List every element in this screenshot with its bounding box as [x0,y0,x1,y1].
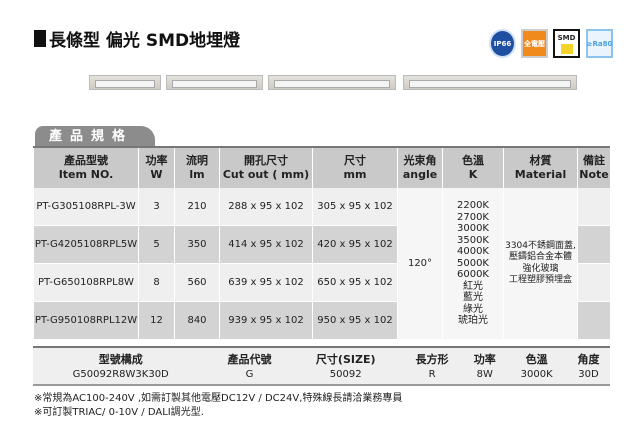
product-image-3w [89,75,161,90]
color-temp-cell: 2200K 2700K 3000K 3500K 4000K 5000K 6000K 紅光 藍光綠… [442,188,504,340]
code-value: G50092R8W3K30D [72,369,169,380]
lumen-cell: 560 [174,263,220,302]
lumen-cell: 840 [174,301,220,340]
code-header: 尺寸(SIZE) [315,353,376,366]
spec-header-row: 產品型號 Item NO. 功率 W 流明 lm 開孔尺寸 Cut out ( mm) … [33,146,610,188]
size-cell: 950 x 95 x 102 [312,301,398,340]
cutout-cell: 639 x 95 x 102 [219,263,313,302]
code-value: 8W [476,369,493,380]
size-cell: 650 x 95 x 102 [312,263,398,302]
color-temp-option: 紅光 [463,280,483,292]
header-color-temp: 色溫 K [442,146,504,188]
table-row: PT-G950108RPL12W 12 840 939 x 95 x 102 950 x… [33,301,610,340]
ip66-icon: IP66 [489,29,516,58]
product-image-12w [403,75,577,90]
note-cell [577,301,610,340]
header-angle: 光束角 angle [397,146,443,188]
ra80-icon: ≥Ra80 [586,29,613,58]
spec-table: 產品型號 Item NO. 功率 W 流明 lm 開孔尺寸 Cut out ( mm) … [33,146,610,340]
angle-cell: 120° [397,188,443,340]
size-cell: 305 x 95 x 102 [312,188,398,226]
color-temp-option: 綠光 [463,303,483,315]
note-dimming: ※可訂製TRIAC/ 0-10V / DALI調光型. [34,407,204,418]
material-line: 壓鑄鋁合金本體 [508,252,572,262]
code-value: 50092 [329,369,362,380]
header-note: 備註 Note [577,146,610,188]
header-item: 產品型號 Item NO. [33,146,139,188]
code-value: R [428,369,436,380]
material-line: 3304不銹鋼面蓋, [505,240,576,251]
color-temp-option: 2700K [456,211,489,223]
code-value: 30D [578,369,599,380]
code-header: 型號構成 [98,353,143,366]
note-cell [577,263,610,302]
color-temp-option: 4000K [456,246,489,258]
note-cell [577,188,610,226]
color-temp-option: 琥珀光 [458,315,488,327]
note-cell [577,225,610,264]
table-row: PT-G305108RPL-3W 3 210 288 x 95 x 102 305 x … [33,188,610,340]
material-line: 工程塑膠預埋盒 [508,275,572,285]
color-temp-option: 3500K [456,234,489,246]
cutout-cell: 939 x 95 x 102 [219,301,313,340]
header-lumen: 流明 lm [174,146,220,188]
code-value-row: G50092R8W3K30D G 50092 R 8W 3000K 30D [33,368,610,385]
page-title: 長條型 偏光 SMD地埋燈 [34,26,240,51]
code-header: 功率 [473,353,496,366]
code-header: 角度 [577,353,600,366]
size-cell: 420 x 95 x 102 [312,225,398,264]
full-voltage-icon: 全電壓 [521,29,548,58]
header-size: 尺寸 mm [312,146,398,188]
lumen-cell: 350 [174,225,220,264]
item-cell: PT-G650108RPL8W [33,263,139,302]
cutout-cell: 288 x 95 x 102 [219,188,313,226]
item-cell: PT-G4205108RPL5W [33,225,139,264]
cutout-cell: 414 x 95 x 102 [219,225,313,264]
material-line: 強化玻璃 [522,263,559,274]
code-value: G [245,369,254,380]
color-temp-option: 5000K [456,257,489,269]
section-tab: 產品規格 [35,126,155,147]
color-temp-option: 6000K [456,269,489,281]
item-cell: PT-G950108RPL12W [33,301,139,340]
header-material: 材質 Material [503,146,578,188]
lumen-cell: 210 [174,188,220,226]
smd-icon: SMD [553,29,580,58]
power-cell: 12 [138,301,175,340]
material-cell: 3304不銹鋼面蓋, 壓鑄鋁合金本體 強化玻璃 工程塑膠預埋盒 [503,188,578,340]
header-power: 功率 W [138,146,175,188]
color-temp-option: 3000K [456,223,489,235]
code-header-row: 型號構成 產品代號 尺寸(SIZE) 長方形 功率 色溫 角度 [33,347,610,368]
power-cell: 5 [138,225,175,264]
code-header: 色溫 [525,353,548,366]
item-cell: PT-G305108RPL-3W [33,188,139,226]
table-row: PT-G650108RPL8W 8 560 639 x 95 x 102 650 x 9… [33,263,610,302]
product-image-5w [166,75,263,90]
power-cell: 8 [138,263,175,302]
title-marker [34,30,46,47]
code-header: 產品代號 [227,353,272,366]
code-value: 3000K [520,369,553,380]
product-image-8w [268,75,396,90]
power-cell: 3 [138,188,175,226]
model-code-table: 型號構成 產品代號 尺寸(SIZE) 長方形 功率 色溫 角度 G50092R8W3K30D… [33,346,610,386]
title-text: 長條型 偏光 SMD地埋燈 [49,31,241,51]
header-cutout: 開孔尺寸 Cut out ( mm) [219,146,313,188]
note-voltage: ※常規為AC100-240V ,如需訂製其他電壓DC12V / DC24V,特殊… [34,393,403,404]
color-temp-option: 藍光 [463,292,483,304]
color-temp-option: 2200K [456,200,489,212]
table-row: PT-G4205108RPL5W 5 350 414 x 95 x 102 420 x … [33,225,610,264]
code-header: 長方形 [415,353,449,366]
